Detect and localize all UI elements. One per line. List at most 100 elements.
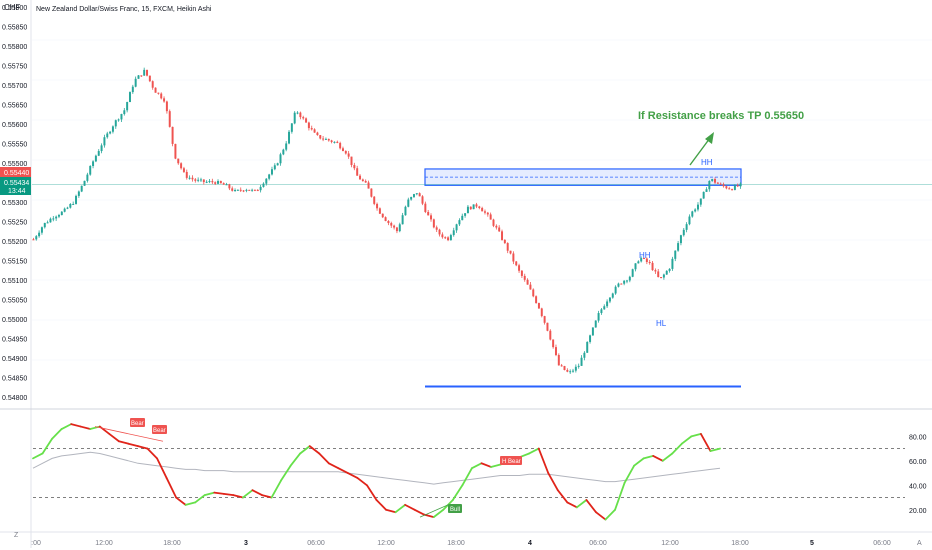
candle-body — [228, 184, 231, 189]
price-tick: 0.55550 — [2, 142, 27, 149]
candle-body — [344, 151, 347, 154]
candle-body — [336, 141, 339, 143]
candle-body — [324, 138, 327, 140]
candle-body — [529, 284, 532, 290]
oscillator-segment — [661, 452, 674, 462]
candle-body — [591, 327, 594, 336]
candle-body — [120, 114, 123, 120]
price-tick: 0.54800 — [2, 395, 27, 402]
candle-body — [535, 296, 538, 304]
candle-body — [165, 101, 168, 112]
candle-body — [492, 219, 495, 226]
candle-body — [361, 179, 364, 181]
candle-body — [154, 87, 157, 93]
candle-body — [109, 131, 112, 134]
candle-body — [674, 250, 677, 259]
candle-body — [608, 297, 611, 302]
oscillator-segment — [461, 467, 473, 487]
oscillator-segment — [261, 494, 273, 499]
candle-body — [330, 140, 333, 142]
z-label[interactable]: Z — [14, 532, 19, 539]
candle-body — [182, 168, 185, 172]
candle-body — [72, 203, 75, 205]
candle-body — [117, 119, 120, 121]
oscillator-segment — [633, 457, 645, 467]
candle-body — [503, 239, 506, 244]
candle-body — [617, 283, 620, 287]
candle-body — [546, 322, 549, 331]
candle-body — [231, 188, 234, 191]
candle-body — [341, 148, 344, 152]
oscillator-segment — [547, 472, 559, 492]
time-tick: 12:00 — [377, 540, 395, 547]
candle-body — [92, 161, 95, 167]
candle-body — [606, 301, 609, 307]
candle-body — [248, 189, 251, 191]
candle-body — [648, 261, 651, 263]
time-tick: 12:00 — [95, 540, 113, 547]
candle-body — [731, 189, 734, 191]
oscillator-tick: 40.00 — [909, 483, 927, 490]
candle-body — [185, 171, 188, 178]
candle-body — [208, 181, 211, 183]
oscillator-segment — [194, 494, 206, 504]
candle-body — [461, 215, 464, 221]
candle-body — [560, 365, 563, 367]
candle-body — [100, 145, 103, 152]
countdown-text: 13:44 — [8, 188, 26, 195]
candle-body — [603, 306, 606, 310]
candle-body — [157, 92, 160, 94]
oscillator-segment — [556, 489, 569, 504]
time-tick: 06:00 — [589, 540, 607, 547]
current-price-text: 0.55440 — [4, 170, 29, 177]
candle-body — [515, 261, 518, 266]
candle-body — [86, 174, 89, 181]
price-tick: 0.54950 — [2, 337, 27, 344]
candle-body — [685, 224, 688, 230]
candle-body — [432, 219, 435, 228]
price-tick: 0.55850 — [2, 25, 27, 32]
candle-body — [46, 222, 49, 224]
candle-body — [245, 189, 248, 191]
candle-body — [401, 215, 404, 225]
candle-body — [60, 211, 63, 216]
current-price-tag-2 — [0, 177, 31, 195]
candle-body — [645, 258, 648, 262]
time-tick: 5 — [810, 540, 814, 547]
candle-body — [134, 78, 137, 87]
candle-body — [126, 102, 129, 111]
candle-body — [415, 193, 418, 195]
candle-body — [77, 191, 80, 196]
candle-body — [302, 117, 305, 119]
oscillator-segment — [471, 462, 483, 470]
candle-body — [288, 131, 291, 144]
price-tick: 0.55600 — [2, 122, 27, 129]
candle-body — [97, 151, 100, 156]
candle-body — [296, 112, 299, 114]
candle-body — [32, 239, 35, 241]
candle-body — [285, 143, 288, 150]
a-label[interactable]: A — [917, 540, 922, 547]
candle-body — [293, 112, 296, 124]
candle-body — [404, 206, 407, 216]
candle-body — [128, 92, 131, 103]
oscillator-segment — [614, 481, 626, 511]
candle-body — [696, 204, 699, 210]
candle-body — [682, 229, 685, 236]
price-tick: 0.55800 — [2, 44, 27, 51]
candle-body — [424, 203, 427, 212]
symbol-info[interactable]: New Zealand Dollar/Swiss Franc, 15, FXCM… — [36, 6, 212, 13]
candle-body — [665, 270, 668, 275]
candle-body — [475, 204, 478, 207]
candle-body — [268, 174, 271, 179]
candle-body — [251, 189, 254, 191]
candle-body — [733, 185, 736, 190]
candle-body — [711, 179, 714, 182]
candle-body — [140, 75, 143, 77]
candle-body — [364, 180, 367, 183]
candle-body — [495, 225, 498, 228]
hh-label-top: HH — [701, 158, 713, 167]
oscillator-tick: 20.00 — [909, 508, 927, 515]
candle-body — [350, 156, 353, 166]
